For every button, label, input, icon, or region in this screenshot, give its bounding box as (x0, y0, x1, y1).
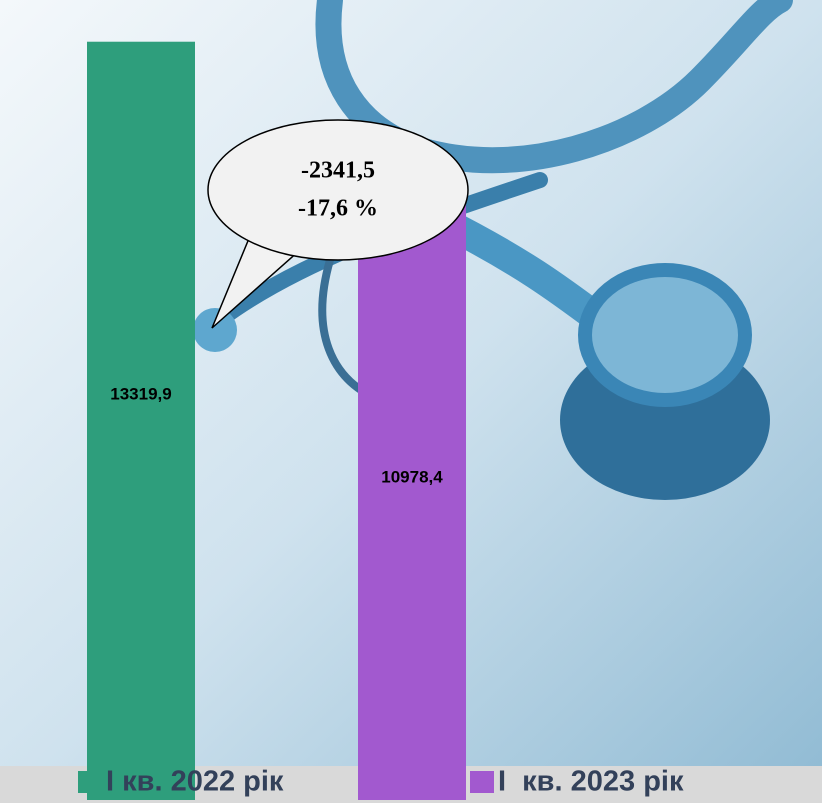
legend-swatch (470, 771, 494, 793)
legend-swatch (78, 771, 102, 793)
data-label: 10978,4 (381, 467, 443, 486)
legend-label: I кв. 2022 рік (106, 766, 284, 798)
bar (87, 42, 195, 800)
chart: 13319,9 10978,4 -2341,5 -17,6 % I кв. 202… (0, 0, 822, 803)
bar (358, 175, 466, 800)
legend-label: I кв. 2023 рік (498, 766, 684, 798)
annotation-text: -2341,5 (301, 158, 375, 184)
data-label: 13319,9 (110, 384, 171, 403)
annotation-text: -17,6 % (298, 196, 378, 222)
